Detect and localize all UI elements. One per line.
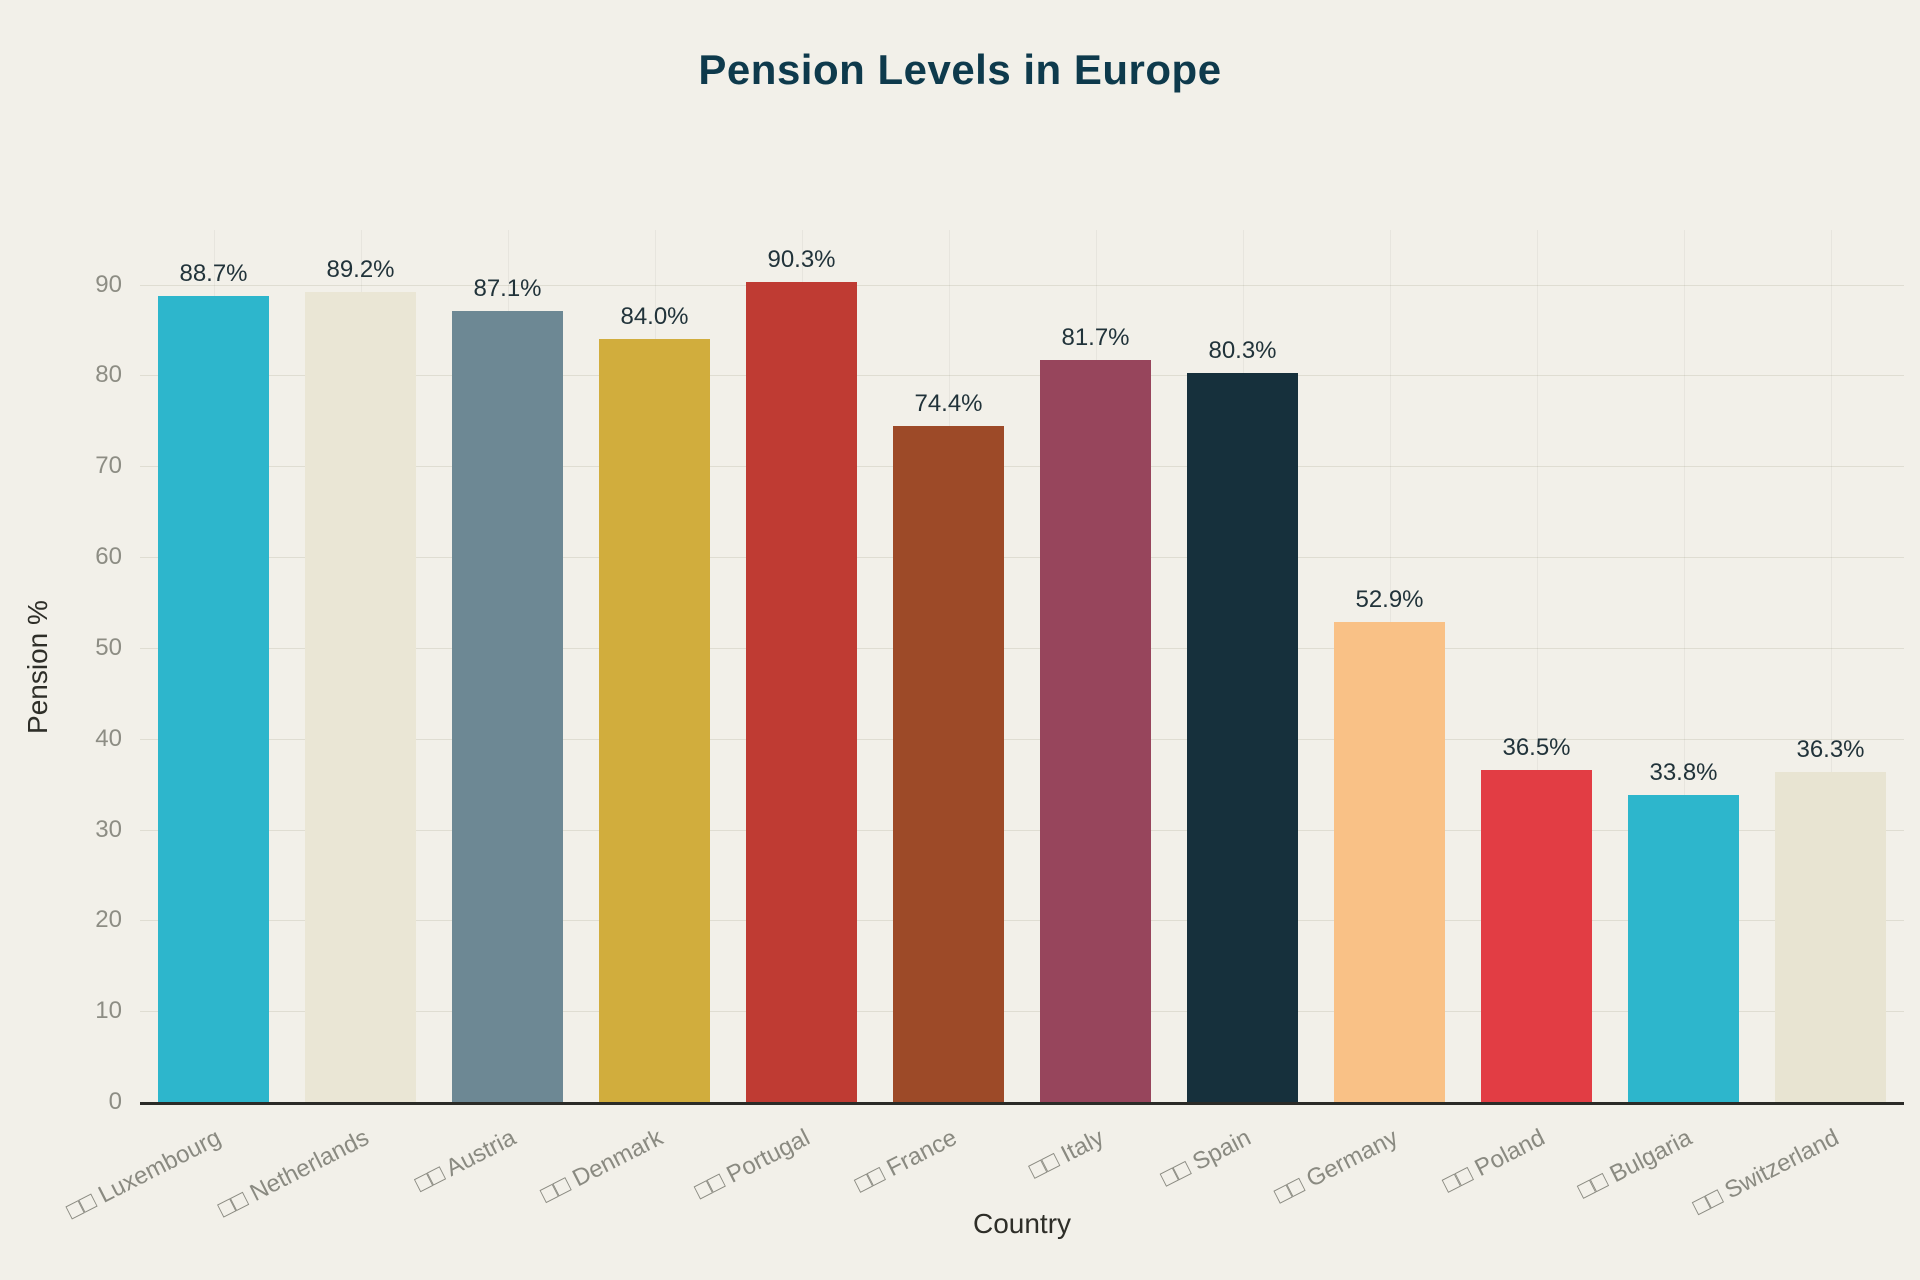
- gridline-h: [140, 375, 1904, 377]
- bar-value-label-italy: 81.7%: [1061, 323, 1130, 351]
- gridline-h: [140, 557, 1904, 558]
- x-tick-label-poland: □□ Poland: [1438, 1124, 1549, 1199]
- bar-value-label-bulgaria: 33.8%: [1649, 758, 1718, 786]
- bar-slot-germany: 52.9%: [1316, 230, 1463, 1102]
- y-axis-label: Pension %: [22, 600, 53, 734]
- bar-france: [892, 426, 1005, 1102]
- plot-area: 88.7% 89.2% 87.1% 84.0% 90.3% 74.4% 81.7% 80.3%…: [95, 230, 1904, 1115]
- bar-slot-denmark: 84.0%: [581, 230, 728, 1102]
- bar-slot-poland: 36.5%: [1463, 230, 1610, 1102]
- bar-austria: [451, 310, 564, 1102]
- chart-title: Pension Levels in Europe: [698, 46, 1222, 93]
- x-tick-label-italy: □□ Italy: [1024, 1124, 1108, 1185]
- x-tick-label-denmark: □□ Denmark: [535, 1124, 667, 1209]
- x-tick-label-germany: □□ Germany: [1269, 1124, 1402, 1210]
- bar-netherlands: [304, 291, 417, 1102]
- gridline-h: [140, 647, 1904, 649]
- bar-luxembourg: [157, 296, 270, 1102]
- x-tick-label-netherlands: □□ Netherlands: [213, 1124, 373, 1224]
- gridline-v: [1830, 230, 1832, 1102]
- gridline-v: [1683, 230, 1685, 1102]
- x-tick-label-austria: □□ Austria: [410, 1124, 520, 1198]
- bar-value-label-luxembourg: 88.7%: [179, 260, 248, 288]
- bar-value-label-austria: 87.1%: [473, 274, 542, 302]
- gridline-h: [140, 920, 1904, 922]
- bar-slot-bulgaria: 33.8%: [1610, 230, 1757, 1102]
- gridline-h: [140, 738, 1904, 740]
- bar-slot-portugal: 90.3%: [728, 230, 875, 1102]
- bar-value-label-switzerland: 36.3%: [1796, 736, 1865, 764]
- bar-portugal: [745, 281, 858, 1102]
- y-tick-label: 90: [95, 270, 122, 298]
- y-tick-label: 20: [95, 906, 122, 934]
- gridline-h: [140, 284, 1904, 286]
- y-tick-label: 0: [108, 1088, 122, 1115]
- x-tick-label-bulgaria: □□ Bulgaria: [1573, 1124, 1696, 1205]
- x-axis-label: Country: [972, 1208, 1072, 1239]
- bar-italy: [1039, 359, 1152, 1102]
- bar-value-label-spain: 80.3%: [1208, 336, 1277, 364]
- gridline-h: [140, 1011, 1904, 1013]
- bar-slot-italy: 81.7%: [1022, 230, 1169, 1102]
- x-tick-label-spain: □□ Spain: [1156, 1124, 1255, 1193]
- bar-value-label-france: 74.4%: [914, 390, 983, 418]
- bar-denmark: [598, 339, 711, 1102]
- y-tick-label: 30: [95, 815, 122, 843]
- y-tick-label: 10: [95, 997, 122, 1025]
- x-tick-labels: □□ Luxembourg □□ Netherlands □□ Austria □□ …: [63, 1108, 1904, 1268]
- bar-bulgaria: [1627, 794, 1740, 1102]
- y-tick-label: 60: [95, 543, 122, 570]
- bar-value-label-denmark: 84.0%: [620, 303, 689, 330]
- bar-slot-austria: 87.1%: [434, 230, 581, 1102]
- bars-row: 88.7% 89.2% 87.1% 84.0% 90.3% 74.4% 81.7% 80.3%…: [140, 230, 1904, 1102]
- x-tick-label-france: □□ France: [850, 1124, 961, 1199]
- bar-value-label-poland: 36.5%: [1502, 734, 1571, 762]
- bar-slot-netherlands: 89.2%: [287, 230, 434, 1102]
- gridline-v: [1536, 230, 1538, 1102]
- bar-slot-spain: 80.3%: [1169, 230, 1316, 1102]
- bar-value-label-portugal: 90.3%: [767, 245, 836, 273]
- bar-slot-switzerland: 36.3%: [1757, 230, 1904, 1102]
- bar-poland: [1480, 770, 1593, 1102]
- y-tick-label: 50: [95, 633, 122, 661]
- bar-spain: [1186, 372, 1299, 1102]
- y-tick-label: 80: [95, 361, 122, 389]
- bar-slot-luxembourg: 88.7%: [140, 230, 287, 1102]
- bar-value-label-netherlands: 89.2%: [326, 255, 395, 283]
- x-tick-label-luxembourg: □□ Luxembourg: [62, 1124, 226, 1225]
- bar-germany: [1333, 621, 1446, 1102]
- bar-value-label-germany: 52.9%: [1355, 585, 1424, 613]
- gridline-h: [140, 466, 1904, 468]
- y-tick-label: 40: [95, 724, 122, 752]
- x-tick-label-portugal: □□ Portugal: [690, 1124, 814, 1205]
- x-tick-label-switzerland: □□ Switzerland: [1688, 1124, 1843, 1221]
- gridline-h: [140, 829, 1904, 831]
- bar-slot-france: 74.4%: [875, 230, 1022, 1102]
- y-tick-label: 70: [95, 452, 122, 480]
- bar-switzerland: [1774, 772, 1887, 1102]
